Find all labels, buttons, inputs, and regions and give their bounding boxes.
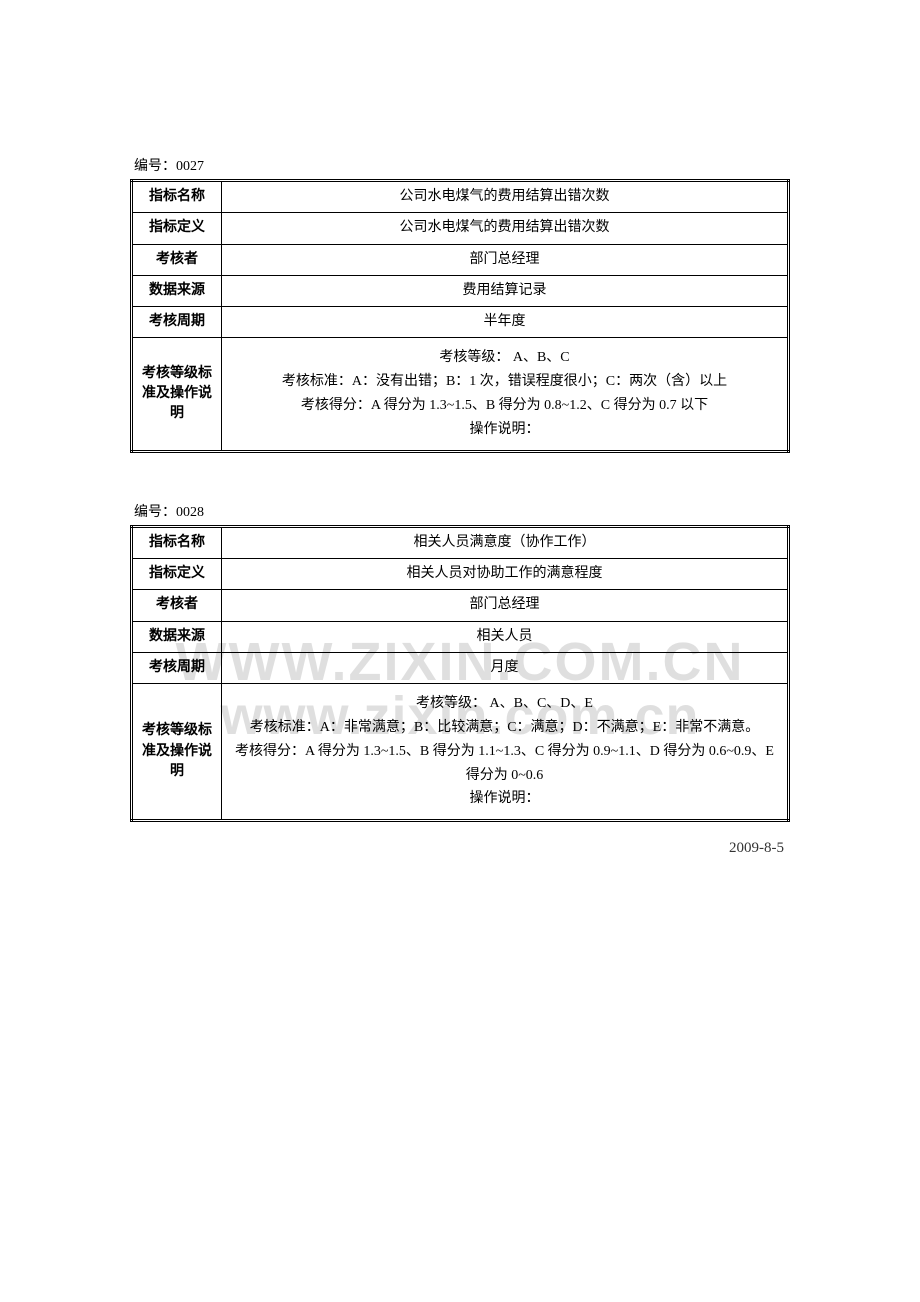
row-label: 考核等级标准及操作说明 bbox=[132, 684, 222, 821]
multiline-item: 考核得分：A 得分为 1.3~1.5、B 得分为 1.1~1.3、C 得分为 0… bbox=[228, 740, 781, 764]
table-row: 考核周期 半年度 bbox=[132, 307, 789, 338]
table-1-header-value: 0027 bbox=[176, 159, 204, 174]
row-value-multiline: 考核等级： A、B、C 考核标准：A：没有出错；B：1 次，错误程度很小；C：两… bbox=[222, 338, 789, 451]
row-label: 考核者 bbox=[132, 590, 222, 621]
row-label: 考核等级标准及操作说明 bbox=[132, 338, 222, 451]
row-value: 部门总经理 bbox=[222, 590, 789, 621]
table-row: 考核周期 月度 bbox=[132, 652, 789, 683]
row-label: 考核周期 bbox=[132, 307, 222, 338]
footer-date: 2009-8-5 bbox=[130, 840, 790, 857]
row-value: 月度 bbox=[222, 652, 789, 683]
row-value: 公司水电煤气的费用结算出错次数 bbox=[222, 181, 789, 213]
table-row: 数据来源 相关人员 bbox=[132, 621, 789, 652]
row-value: 半年度 bbox=[222, 307, 789, 338]
row-label: 指标名称 bbox=[132, 181, 222, 213]
table-row: 考核等级标准及操作说明 考核等级： A、B、C、D、E 考核标准：A：非常满意；… bbox=[132, 684, 789, 821]
table-row: 考核者 部门总经理 bbox=[132, 590, 789, 621]
row-label: 指标定义 bbox=[132, 213, 222, 244]
row-value-multiline: 考核等级： A、B、C、D、E 考核标准：A：非常满意；B：比较满意；C：满意；… bbox=[222, 684, 789, 821]
multiline-item: 考核等级： A、B、C、D、E bbox=[228, 692, 781, 716]
multiline-item: 操作说明： bbox=[228, 787, 781, 811]
table-row: 考核等级标准及操作说明 考核等级： A、B、C 考核标准：A：没有出错；B：1 … bbox=[132, 338, 789, 451]
row-value: 公司水电煤气的费用结算出错次数 bbox=[222, 213, 789, 244]
multiline-item: 考核等级： A、B、C bbox=[228, 346, 781, 370]
row-label: 指标定义 bbox=[132, 558, 222, 589]
table-2-header-value: 0028 bbox=[176, 505, 204, 520]
table-2-header-label: 编号： bbox=[134, 505, 176, 520]
row-value: 相关人员 bbox=[222, 621, 789, 652]
table-row: 指标名称 公司水电煤气的费用结算出错次数 bbox=[132, 181, 789, 213]
table-row: 数据来源 费用结算记录 bbox=[132, 275, 789, 306]
row-label: 指标名称 bbox=[132, 526, 222, 558]
row-value: 费用结算记录 bbox=[222, 275, 789, 306]
multiline-item: 考核得分：A 得分为 1.3~1.5、B 得分为 0.8~1.2、C 得分为 0… bbox=[228, 394, 781, 418]
table-row: 指标定义 相关人员对协助工作的满意程度 bbox=[132, 558, 789, 589]
row-label: 数据来源 bbox=[132, 275, 222, 306]
multiline-item: 考核标准：A：非常满意；B：比较满意；C：满意；D：不满意；E：非常不满意。 bbox=[228, 716, 781, 740]
multiline-item: 操作说明： bbox=[228, 418, 781, 442]
table-1-header-label: 编号： bbox=[134, 159, 176, 174]
table-row: 指标名称 相关人员满意度（协作工作） bbox=[132, 526, 789, 558]
row-value: 部门总经理 bbox=[222, 244, 789, 275]
row-label: 考核周期 bbox=[132, 652, 222, 683]
table-row: 考核者 部门总经理 bbox=[132, 244, 789, 275]
row-value: 相关人员满意度（协作工作） bbox=[222, 526, 789, 558]
table-2: 指标名称 相关人员满意度（协作工作） 指标定义 相关人员对协助工作的满意程度 考… bbox=[130, 525, 790, 822]
row-value: 相关人员对协助工作的满意程度 bbox=[222, 558, 789, 589]
multiline-item: 得分为 0~0.6 bbox=[228, 764, 781, 788]
table-1-header: 编号：0027 bbox=[134, 155, 790, 175]
table-1: 指标名称 公司水电煤气的费用结算出错次数 指标定义 公司水电煤气的费用结算出错次… bbox=[130, 179, 790, 453]
row-label: 考核者 bbox=[132, 244, 222, 275]
multiline-item: 考核标准：A：没有出错；B：1 次，错误程度很小；C：两次（含）以上 bbox=[228, 370, 781, 394]
table-2-header: 编号：0028 bbox=[134, 501, 790, 521]
table-row: 指标定义 公司水电煤气的费用结算出错次数 bbox=[132, 213, 789, 244]
row-label: 数据来源 bbox=[132, 621, 222, 652]
